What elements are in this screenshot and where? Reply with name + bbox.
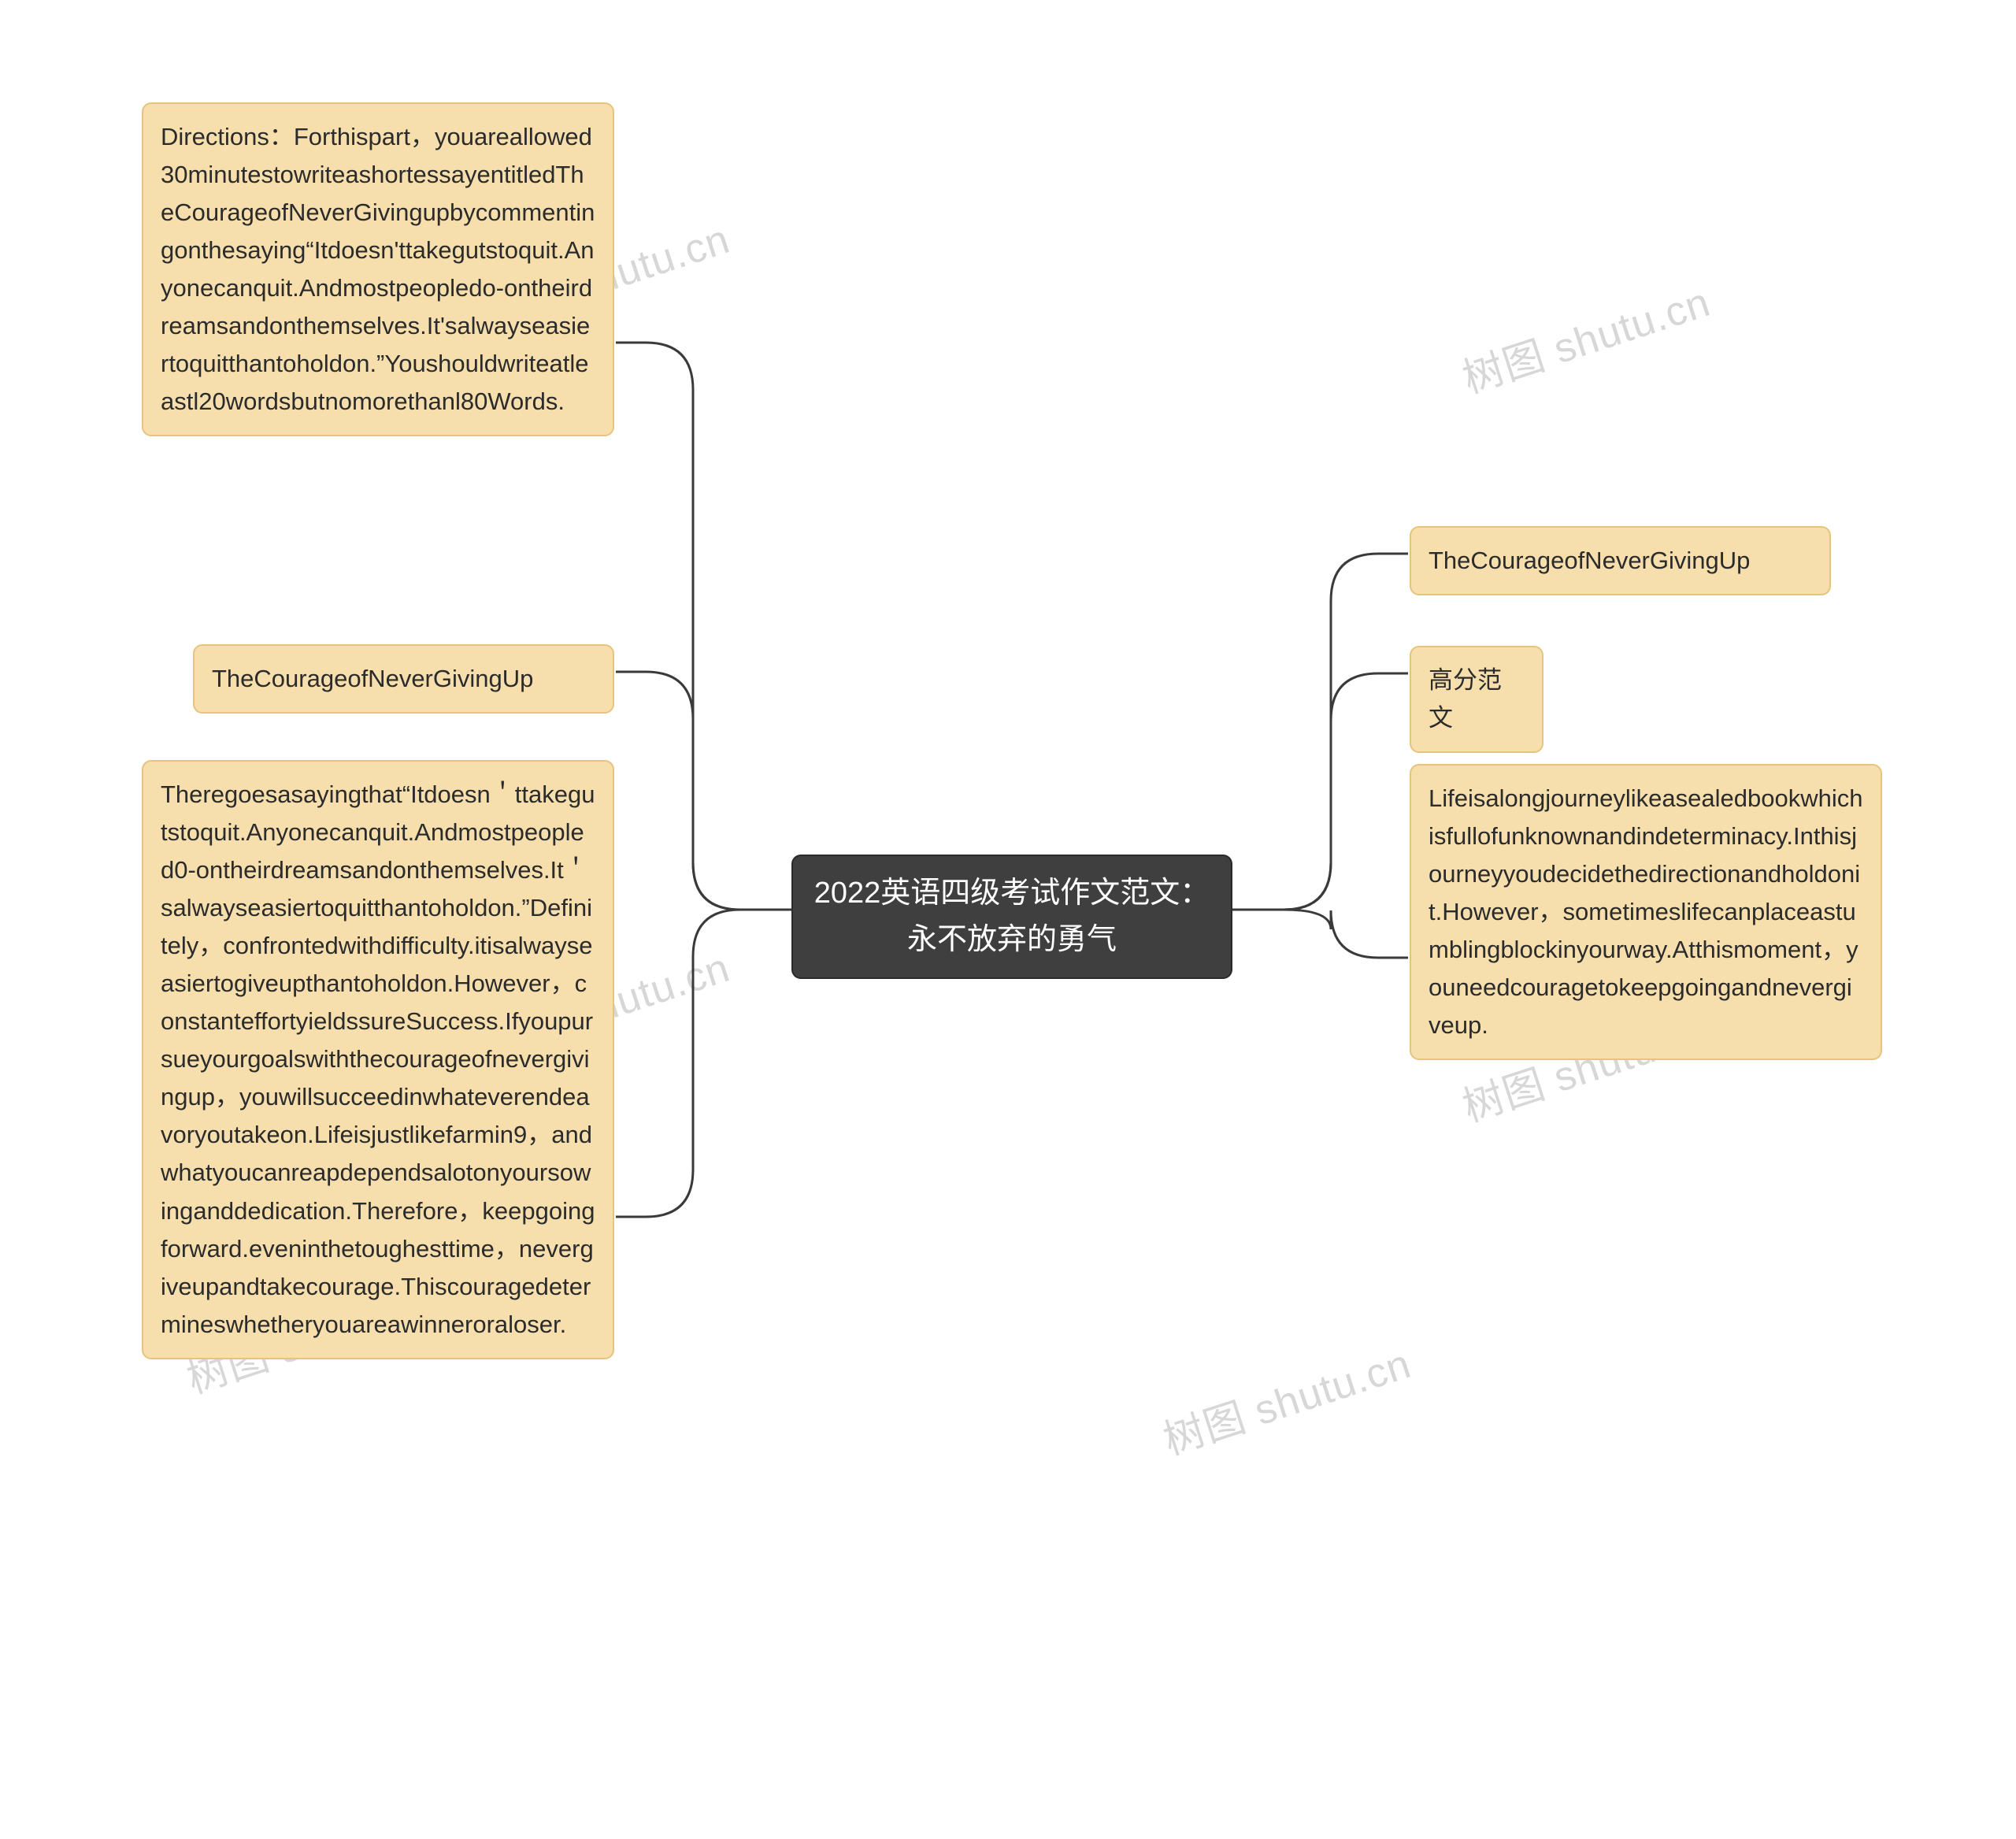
- leaf-text: Theregoesasayingthat“Itdoesn＇ttakegutsto…: [161, 780, 595, 1338]
- leaf-text: 高分范文: [1429, 666, 1502, 732]
- mindmap-center-node: 2022英语四级考试作文范文：永不放弃的勇气: [791, 855, 1232, 979]
- watermark: 树图 shutu.cn: [1154, 1330, 1417, 1466]
- mindmap-leaf-directions: Directions：Forthispart，youareallowed30mi…: [142, 102, 614, 436]
- leaf-text: Lifeisalongjourneylikeasealedbookwhichis…: [1429, 784, 1862, 1039]
- center-title: 2022英语四级考试作文范文：永不放弃的勇气: [814, 877, 1210, 956]
- watermark: 树图 shutu.cn: [1454, 269, 1716, 404]
- leaf-text: TheCourageofNeverGivingUp: [1429, 547, 1750, 574]
- leaf-text: Directions：Forthispart，youareallowed30mi…: [161, 123, 595, 415]
- mindmap-leaf-life-journey: Lifeisalongjourneylikeasealedbookwhichis…: [1410, 764, 1882, 1060]
- mindmap-leaf-title-right: TheCourageofNeverGivingUp: [1410, 526, 1831, 595]
- mindmap-leaf-sample-essay: Theregoesasayingthat“Itdoesn＇ttakegutsto…: [142, 760, 614, 1359]
- mindmap-leaf-title-left: TheCourageofNeverGivingUp: [193, 644, 614, 714]
- leaf-text: TheCourageofNeverGivingUp: [212, 665, 533, 692]
- mindmap-leaf-high-score: 高分范文: [1410, 646, 1544, 753]
